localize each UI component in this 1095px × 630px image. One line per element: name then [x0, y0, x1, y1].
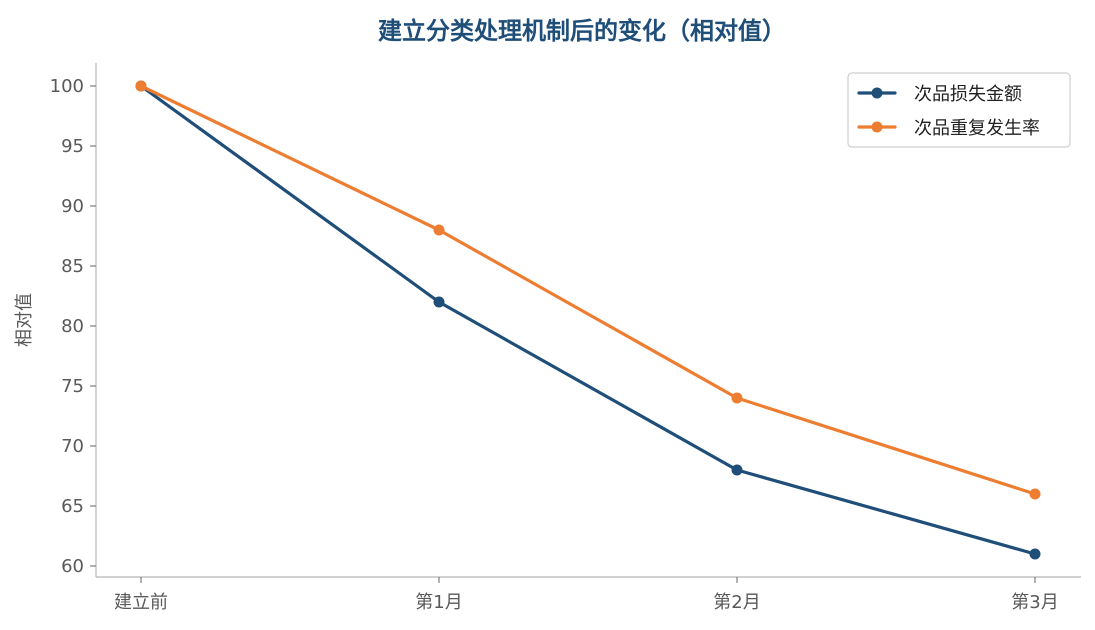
- y-tick-label: 95: [61, 136, 84, 157]
- x-tick-label: 建立前: [114, 592, 168, 613]
- data-point-2-1: [135, 80, 147, 92]
- x-ticks: 建立前 第1月 第2月 第3月: [114, 577, 1059, 613]
- data-point-2-3: [731, 392, 743, 404]
- y-tick-label: 70: [61, 436, 84, 457]
- chart-axes: [95, 63, 1081, 578]
- legend-box: [847, 72, 1071, 148]
- x-tick-label: 第2月: [713, 592, 760, 613]
- legend-label-1: 次品损失金额: [914, 84, 1022, 105]
- y-tick-label: 85: [61, 256, 84, 277]
- y-tick-label: 100: [50, 76, 84, 97]
- x-tick-label: 第3月: [1011, 592, 1058, 613]
- legend-marker-1: [871, 87, 883, 99]
- y-tick-label: 60: [61, 556, 84, 577]
- chart-title: 建立分类处理机制后的变化（相对值）: [378, 17, 786, 45]
- series-line-1: [139, 84, 1037, 556]
- y-tick-label: 65: [61, 496, 84, 517]
- series-layer: [135, 80, 1041, 560]
- y-axis-label: 相对值: [14, 293, 35, 347]
- y-tick-label: 80: [61, 316, 84, 337]
- data-point-1-4: [1029, 548, 1041, 560]
- legend-label-2: 次品重复发生率: [914, 118, 1040, 139]
- data-point-1-3: [731, 464, 743, 476]
- data-point-2-2: [433, 224, 445, 236]
- y-tick-label: 75: [61, 376, 84, 397]
- data-point-1-2: [433, 296, 445, 308]
- series-line-2: [139, 84, 1037, 496]
- y-ticks: 60 65 70 75 80 85 90 95 100: [50, 76, 96, 577]
- y-tick-label: 90: [61, 196, 84, 217]
- x-tick-label: 第1月: [415, 592, 462, 613]
- data-point-2-4: [1029, 488, 1041, 500]
- legend-marker-2: [871, 121, 883, 133]
